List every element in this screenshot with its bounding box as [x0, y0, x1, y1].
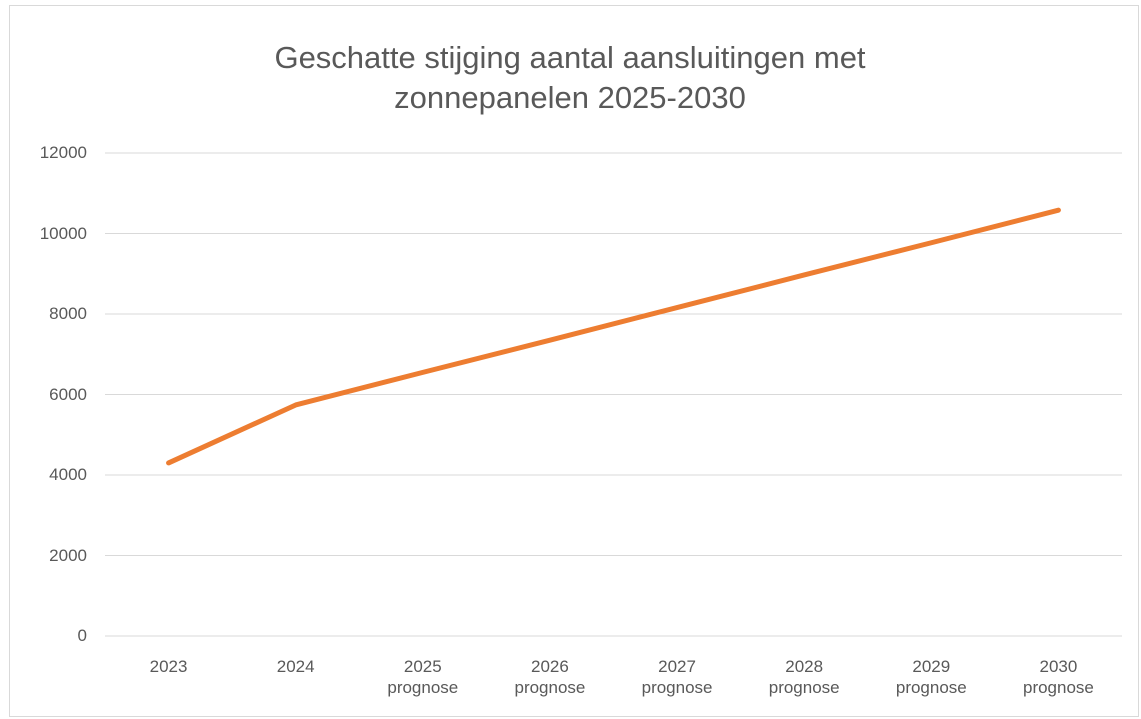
x-tick-label: 2027 prognose [641, 657, 713, 697]
x-tick-label: 2023 [149, 657, 188, 676]
data-line [166, 207, 1061, 466]
y-tick-label: 8000 [49, 304, 87, 323]
y-tick-label: 4000 [49, 465, 87, 484]
x-tick-label: 2028 prognose [768, 657, 840, 697]
y-tick-label: 0 [77, 626, 87, 645]
y-tick-label: 2000 [49, 545, 87, 565]
x-tick-label: 2030 prognose [1022, 657, 1094, 697]
x-tick-label: 2024 [276, 657, 315, 676]
chart-title: Geschatte stijging aantal aansluitingen … [274, 40, 866, 115]
y-tick-label: 6000 [49, 384, 87, 404]
x-tick-label: 2029 prognose [895, 657, 967, 697]
chart-frame [9, 5, 1139, 717]
y-tick-label: 10000 [39, 223, 87, 243]
x-tick-label: 2026 prognose [514, 657, 586, 697]
y-tick-label: 12000 [39, 143, 87, 162]
x-tick-label: 2025 prognose [387, 657, 459, 697]
